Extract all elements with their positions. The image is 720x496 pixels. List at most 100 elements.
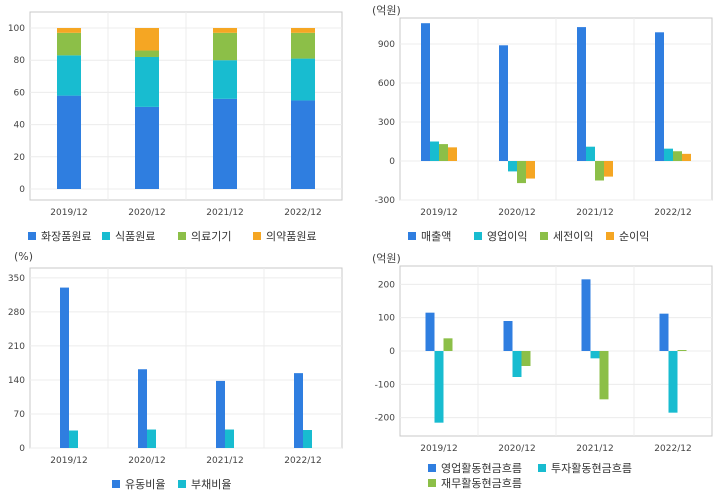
chart-2-unit: (억원) xyxy=(372,4,401,17)
chart-4-bar xyxy=(425,312,435,351)
chart-3-svg: 0 70 140 210 280 350 2019/12 2020/12 2021/12 2022… xyxy=(8,267,343,466)
chart-2-bar xyxy=(526,161,535,179)
chart-1-y-tick-label: 40 xyxy=(14,121,26,131)
legend-item: 영업이익 xyxy=(474,228,527,244)
chart-2-bar xyxy=(430,141,439,161)
chart-4-y-tick-label: 100 xyxy=(378,314,395,324)
chart-2-bar xyxy=(577,27,586,161)
chart-panel-3: (%) 0 70 140 210 280 350 2019/12 2020/12 2021/12… xyxy=(0,248,350,496)
legend-item: 매출액 xyxy=(408,228,451,244)
chart-2-x-tick-label: 2022/12 xyxy=(654,208,691,218)
legend-label: 식품원료 xyxy=(115,230,156,243)
chart-panel-1: 0 20 40 60 80 100 2019/12 2020/12 2021/12 2022/12… xyxy=(0,0,350,248)
chart-3-y-tick-label: 280 xyxy=(8,308,25,318)
chart-1-svg: 0 20 40 60 80 100 2019/12 2020/12 2021/12 2022/12 xyxy=(8,11,343,218)
chart-4-x-tick-label: 2021/12 xyxy=(576,444,613,454)
chart-2-svg: -300 0 300 600 900 2019/12 2020/12 2021/12 2022/… xyxy=(375,17,713,218)
legend-swatch xyxy=(28,232,36,240)
legend-label: 유동비율 xyxy=(125,478,166,491)
chart-4-bar xyxy=(590,351,600,359)
chart-panel-4: (억원) -200 -100 0 100 200 2019/12 2020/12 2021/1… xyxy=(360,248,720,496)
chart-2-bar xyxy=(664,148,673,161)
chart-3-bar xyxy=(138,369,147,448)
chart-1-bar-segment xyxy=(213,32,237,61)
chart-2-bar xyxy=(517,161,526,184)
chart-4-x-tick-label: 2019/12 xyxy=(420,444,457,454)
chart-3-x-tick-label: 2020/12 xyxy=(128,456,165,466)
legend-label: 부채비율 xyxy=(191,478,232,491)
chart-1-bar-segment xyxy=(57,55,81,96)
legend-item: 의약품원료 xyxy=(253,228,317,244)
chart-1-bar-segment xyxy=(57,32,81,56)
chart-2-y-tick-label: 600 xyxy=(378,79,395,89)
chart-1-bar-segment xyxy=(213,28,237,33)
chart-3-unit: (%) xyxy=(14,250,34,263)
chart-3-x-tick-label: 2022/12 xyxy=(284,456,321,466)
chart-1-y-tick-label: 20 xyxy=(14,153,26,163)
chart-1-y-tick-label: 100 xyxy=(8,24,25,34)
chart-3-bar xyxy=(60,287,69,448)
chart-1-bar-segment xyxy=(135,56,159,107)
chart-4-svg: -200 -100 0 100 200 2019/12 2020/12 2021/12 2022… xyxy=(375,265,713,454)
chart-4-bar xyxy=(599,351,609,400)
chart-1-bar-segment xyxy=(57,95,81,189)
legend-swatch xyxy=(474,232,482,240)
chart-4-y-tick-label: -200 xyxy=(375,414,396,424)
legend-swatch xyxy=(540,232,548,240)
chart-1-bar-segment xyxy=(135,106,159,189)
legend-swatch xyxy=(428,479,436,487)
chart-3-y-tick-label: 210 xyxy=(8,342,25,352)
chart-2-y-tick-label: 0 xyxy=(389,157,395,167)
chart-4-bar xyxy=(434,351,444,423)
chart-2-bar xyxy=(421,23,430,162)
chart-4-bar xyxy=(668,351,678,413)
chart-2-x-tick-label: 2021/12 xyxy=(576,208,613,218)
chart-1-y-tick-label: 0 xyxy=(19,185,25,195)
chart-3-y-tick-label: 70 xyxy=(14,410,26,420)
chart-4-x-tick-label: 2020/12 xyxy=(498,444,535,454)
legend-swatch xyxy=(253,232,261,240)
legend-swatch xyxy=(538,464,546,472)
chart-4-x-tick-label: 2022/12 xyxy=(654,444,691,454)
chart-2-bar xyxy=(586,146,595,161)
chart-1-x-tick-label: 2019/12 xyxy=(50,208,87,218)
legend-label: 영업활동현금흐름 xyxy=(441,462,522,475)
chart-4-bar xyxy=(581,279,591,351)
chart-1-y-tick-label: 80 xyxy=(14,56,26,66)
legend-item: 세전이익 xyxy=(540,228,593,244)
chart-1-bar-segment xyxy=(135,28,159,51)
legend-swatch xyxy=(102,232,110,240)
chart-3-x-tick-label: 2019/12 xyxy=(50,456,87,466)
legend-swatch xyxy=(408,232,416,240)
chart-2-y-tick-label: 900 xyxy=(378,40,395,50)
legend-label: 의약품원료 xyxy=(266,230,317,243)
chart-4-y-tick-label: 200 xyxy=(378,280,395,290)
chart-4-bar xyxy=(677,350,687,351)
chart-1-bar-segment xyxy=(291,28,315,33)
chart-2-y-tick-label: -300 xyxy=(375,196,396,206)
chart-2-bar xyxy=(682,153,691,161)
legend-label: 순이익 xyxy=(619,230,650,243)
chart-3-bar xyxy=(225,429,234,448)
chart-1-x-tick-label: 2021/12 xyxy=(206,208,243,218)
chart-3-x-tick-label: 2021/12 xyxy=(206,456,243,466)
chart-1-bar-segment xyxy=(291,100,315,189)
chart-4-bar xyxy=(503,321,513,351)
legend-swatch xyxy=(606,232,614,240)
chart-2-bar xyxy=(655,32,664,161)
legend-item: 화장품원료 xyxy=(28,228,92,244)
legend-label: 의료기기 xyxy=(191,230,232,243)
legend-item: 재무활동현금흐름 xyxy=(428,475,522,491)
chart-2-bar xyxy=(448,147,457,161)
chart-4-bar xyxy=(512,351,522,377)
legend-swatch xyxy=(178,480,186,488)
chart-panel-2: (억원) -300 0 300 600 900 2019/12 2020/12 2021/12… xyxy=(360,0,720,248)
chart-2-bar xyxy=(595,161,604,181)
legend-item: 영업활동현금흐름 xyxy=(428,460,522,476)
chart-3-bar xyxy=(303,430,312,448)
legend-item: 식품원료 xyxy=(102,228,155,244)
chart-1-x-tick-label: 2022/12 xyxy=(284,208,321,218)
legend-swatch xyxy=(178,232,186,240)
legend-item: 부채비율 xyxy=(178,476,231,492)
chart-3-y-tick-label: 350 xyxy=(8,274,25,284)
